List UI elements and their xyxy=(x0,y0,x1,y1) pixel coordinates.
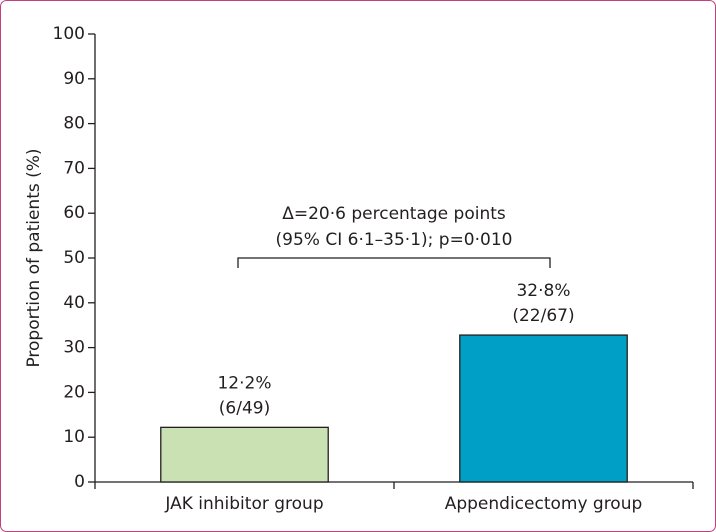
y-tick-label: 10 xyxy=(63,427,85,447)
y-tick-label: 50 xyxy=(63,248,85,268)
count-label: (22/67) xyxy=(512,306,574,326)
annotation: (95% CI 6·1–35·1); p=0·010 xyxy=(276,230,513,250)
value-label: 32·8% xyxy=(516,281,570,301)
y-tick-label: 100 xyxy=(53,24,85,44)
bracket xyxy=(237,257,551,268)
y-tick-label: 70 xyxy=(63,158,85,178)
y-tick-label: 0 xyxy=(74,472,85,492)
annotation: Δ=20·6 percentage points xyxy=(282,204,506,224)
value-label: 12·2% xyxy=(217,373,271,393)
x-tick-label: Appendicectomy group xyxy=(445,494,643,514)
bar xyxy=(459,334,628,483)
y-tick-label: 30 xyxy=(63,338,85,358)
x-tick-label: JAK inhibitor group xyxy=(164,494,323,514)
y-tick-label: 60 xyxy=(63,203,85,223)
y-tick-label: 40 xyxy=(63,293,85,313)
y-tick-label: 90 xyxy=(63,69,85,89)
y-axis-label: Proportion of patients (%) xyxy=(24,148,44,367)
bar xyxy=(160,426,329,483)
y-tick-label: 20 xyxy=(63,382,85,402)
y-tick-label: 80 xyxy=(63,114,85,134)
count-label: (6/49) xyxy=(219,398,270,418)
